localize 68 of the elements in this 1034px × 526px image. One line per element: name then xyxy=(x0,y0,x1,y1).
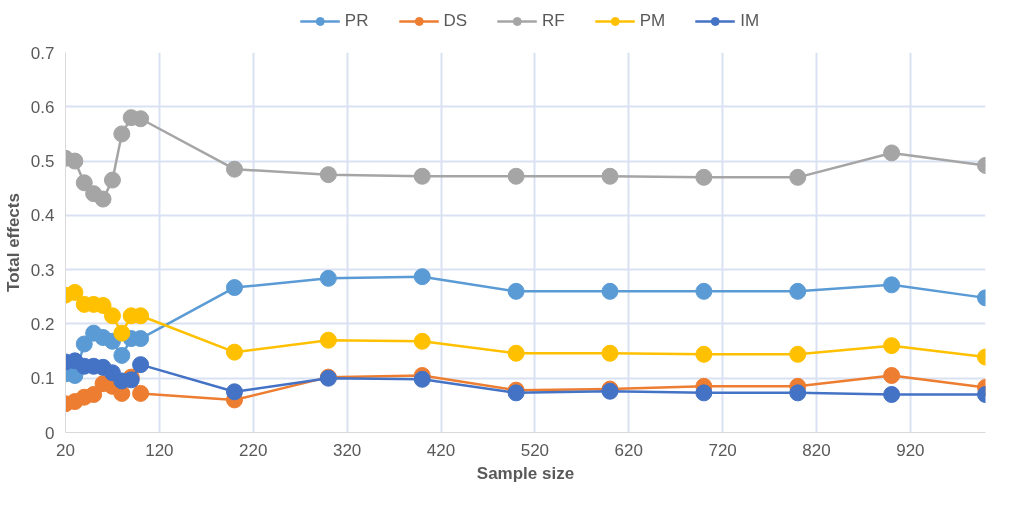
point xyxy=(507,282,525,300)
point xyxy=(319,166,337,184)
y-axis-title: Total effects xyxy=(3,193,23,292)
point xyxy=(319,331,337,349)
point xyxy=(225,343,243,361)
point xyxy=(789,168,807,186)
legend-label: PM xyxy=(639,11,666,31)
point xyxy=(113,346,131,364)
legend-label: RF xyxy=(542,11,565,31)
x-tick-label: 820 xyxy=(802,440,831,460)
point xyxy=(601,167,619,185)
point xyxy=(413,370,431,388)
x-tick-label: 920 xyxy=(896,440,925,460)
point xyxy=(103,307,121,325)
point xyxy=(883,144,901,162)
x-tick-label: 120 xyxy=(145,440,174,460)
point xyxy=(85,386,103,403)
point xyxy=(94,190,112,208)
point xyxy=(225,279,243,297)
point xyxy=(695,168,713,186)
x-tick-label: 420 xyxy=(426,440,456,460)
point xyxy=(319,269,337,287)
y-tick-label: 0.6 xyxy=(30,97,55,117)
y-tick-label: 0 xyxy=(45,423,55,443)
point xyxy=(113,125,131,143)
y-tick-label: 0.2 xyxy=(30,314,55,334)
point xyxy=(132,356,150,374)
point xyxy=(789,384,807,402)
point xyxy=(113,324,131,342)
point xyxy=(883,337,901,355)
y-tick-label: 0.7 xyxy=(30,43,55,63)
point xyxy=(66,283,84,301)
point xyxy=(75,174,93,192)
point xyxy=(413,167,431,185)
point xyxy=(883,386,901,403)
point xyxy=(883,367,901,384)
legend-label: PR xyxy=(344,11,369,31)
point xyxy=(132,384,150,402)
y-tick-label: 0.3 xyxy=(30,260,55,280)
legend-label: IM xyxy=(740,11,761,31)
point xyxy=(507,167,525,185)
x-tick-label: 520 xyxy=(520,440,550,460)
point xyxy=(75,335,93,353)
point xyxy=(695,345,713,363)
point xyxy=(103,171,121,189)
y-tick-label: 0.5 xyxy=(30,152,55,172)
point xyxy=(695,384,713,402)
x-tick-label: 620 xyxy=(614,440,643,460)
point xyxy=(225,383,243,401)
x-tick-label: 220 xyxy=(239,440,268,460)
legend-label: DS xyxy=(443,11,468,31)
x-tick-label: 720 xyxy=(708,440,737,460)
y-tick-label: 0.1 xyxy=(30,369,55,389)
point xyxy=(789,345,807,363)
point xyxy=(695,282,713,300)
point xyxy=(413,332,431,350)
point xyxy=(66,152,84,170)
point xyxy=(789,282,807,300)
x-tick-label: 20 xyxy=(56,440,75,460)
point xyxy=(883,276,901,294)
x-axis-title: Sample size xyxy=(476,463,575,483)
x-tick-label: 320 xyxy=(332,440,362,460)
point xyxy=(507,344,525,362)
y-tick-label: 0.4 xyxy=(30,206,55,226)
point xyxy=(601,344,619,362)
point xyxy=(601,282,619,300)
point xyxy=(225,160,243,178)
point xyxy=(413,268,431,286)
